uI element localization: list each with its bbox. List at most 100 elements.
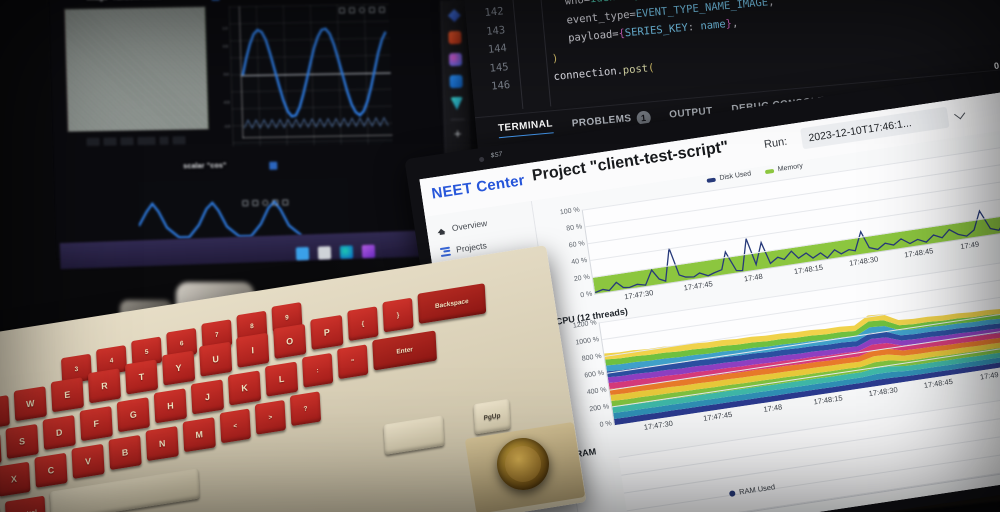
xtick: 17:49	[979, 369, 1000, 382]
key-i[interactable]: I	[236, 332, 270, 368]
chart-block-cpu: CPU (12 threads) 1200 % 1000 % 800 % 600	[549, 246, 1000, 446]
key-y[interactable]: Y	[161, 350, 196, 386]
sidebar-item-label: Projects	[455, 240, 488, 255]
panel-title-cos: scalar "cos"	[183, 162, 227, 171]
neet-center-app: NEET Center Project "client-test-script"…	[419, 92, 1000, 512]
key-period[interactable]: >	[254, 399, 286, 435]
sidebar-item-label: Overview	[451, 217, 488, 234]
key-v[interactable]: V	[71, 443, 105, 479]
image-panel-toolbar[interactable]	[86, 135, 191, 147]
teams-icon[interactable]	[450, 97, 463, 110]
key-t[interactable]: T	[124, 359, 159, 395]
key-p[interactable]: P	[310, 314, 344, 351]
legend-swatch-disk	[706, 177, 716, 183]
key-g[interactable]: G	[116, 397, 150, 433]
key-m[interactable]: M	[182, 417, 216, 453]
toolbox-icon[interactable]	[448, 30, 462, 45]
laptop-screen: NEET Center Project "client-test-script"…	[419, 92, 1000, 512]
key-n[interactable]: N	[145, 426, 179, 462]
key-e[interactable]: E	[50, 377, 84, 413]
key-l[interactable]: L	[264, 361, 299, 397]
key-semicolon[interactable]: :	[302, 352, 334, 388]
key-comma[interactable]: <	[219, 408, 251, 444]
xtick: 17:47:45	[702, 409, 733, 423]
key-s[interactable]: S	[5, 423, 39, 460]
xtick: 17:48:45	[903, 246, 934, 260]
cpu-band-cpu11	[604, 305, 1000, 360]
diamond-icon[interactable]	[448, 9, 461, 22]
xtick: 17:47:45	[683, 279, 714, 293]
ytick: 0 %	[599, 420, 613, 429]
key-o[interactable]: O	[273, 323, 307, 359]
projects-icon	[439, 246, 451, 257]
outlook-icon[interactable]	[449, 74, 463, 89]
usage-series	[592, 146, 1000, 294]
key-pgup[interactable]: PgUp	[473, 398, 511, 435]
key-k[interactable]: K	[227, 370, 262, 406]
line-number-gutter: 142 143 144 145 146	[484, 5, 511, 94]
code-line-146: connection.post(	[553, 62, 655, 84]
key-f[interactable]: F	[79, 406, 113, 442]
ytick: 400 %	[586, 386, 608, 397]
file-explorer-icon[interactable]	[317, 246, 332, 260]
cpu-band-cpu8	[606, 319, 1000, 378]
ytick: 40 %	[570, 256, 588, 267]
ytick: 1000 %	[575, 336, 600, 347]
xtick: 17:48:45	[923, 376, 954, 391]
random-noise-image	[64, 6, 209, 132]
legend-swatch-memory	[764, 168, 775, 174]
cpu-band-cpu2	[612, 347, 1000, 414]
cos-chart	[137, 178, 350, 241]
tab-terminal[interactable]: TERMINAL	[497, 118, 554, 139]
ytick: 200 %	[588, 403, 610, 414]
key-r[interactable]: R	[87, 368, 122, 404]
ytick: 80 %	[565, 223, 583, 233]
expand-icon-cos[interactable]	[269, 161, 278, 170]
key-brace-right[interactable]: }	[382, 297, 414, 333]
key-b[interactable]: B	[108, 434, 142, 471]
ytick: 800 %	[581, 352, 603, 363]
key-c[interactable]: C	[34, 452, 68, 488]
app-icon[interactable]	[361, 244, 376, 259]
xtick: 17:47:30	[623, 288, 654, 302]
edge-icon[interactable]	[339, 245, 354, 259]
chart-plot-usage[interactable]: 100 % 80 % 60 % 40 % 20 % 0 % 17:47:30	[560, 146, 1000, 301]
xtick: 17:48:30	[848, 254, 879, 268]
key-x[interactable]: X	[0, 461, 31, 497]
cpu-band-cpu7	[607, 324, 1000, 384]
key-quote[interactable]: "	[337, 344, 369, 380]
ytick: 100 %	[559, 206, 581, 217]
xtick: 17:47:30	[643, 418, 674, 432]
sidebar-item-overview[interactable]: Overview	[436, 217, 488, 235]
key-j[interactable]: J	[190, 379, 225, 415]
xtick: 17:48	[762, 402, 783, 414]
ytick: 20 %	[573, 273, 591, 284]
legend-swatch-ram	[728, 489, 736, 497]
xtick: 17:48:15	[793, 262, 824, 276]
key-h[interactable]: H	[153, 388, 187, 424]
copilot-icon[interactable]	[448, 52, 463, 67]
cpu-band-cpu5	[609, 333, 1000, 396]
xtick: 17:48:15	[812, 393, 844, 407]
xtick: 17:48	[743, 271, 764, 284]
home-icon	[436, 225, 446, 235]
key-brace-left[interactable]: {	[347, 306, 379, 342]
sin-waveform	[241, 27, 389, 129]
key-w[interactable]: W	[13, 386, 47, 422]
code-line-145: )	[551, 52, 559, 65]
chart-plot-cpu[interactable]: 1200 % 1000 % 800 % 600 % 400 % 200 % 0 …	[573, 258, 1000, 432]
taskbar-icons[interactable]	[295, 244, 376, 261]
expand-icon-image[interactable]	[211, 0, 220, 1]
windows-start-icon[interactable]	[295, 246, 310, 261]
cpu-band-cpu0	[613, 356, 1000, 426]
key-d[interactable]: D	[42, 414, 76, 451]
add-app-button[interactable]: +	[453, 125, 462, 142]
ytick: 600 %	[583, 369, 605, 380]
key-q[interactable]: Q	[0, 395, 10, 431]
xtick: 17:49	[959, 239, 980, 252]
key-u[interactable]: U	[199, 341, 233, 377]
laptop: $S7 0 NEET Center Project "client-test-s…	[404, 61, 1000, 512]
chart-block-usage: 100 % 80 % 60 % 40 % 20 % 0 % 17:47:30	[533, 140, 1000, 314]
key-slash[interactable]: ?	[289, 391, 322, 427]
